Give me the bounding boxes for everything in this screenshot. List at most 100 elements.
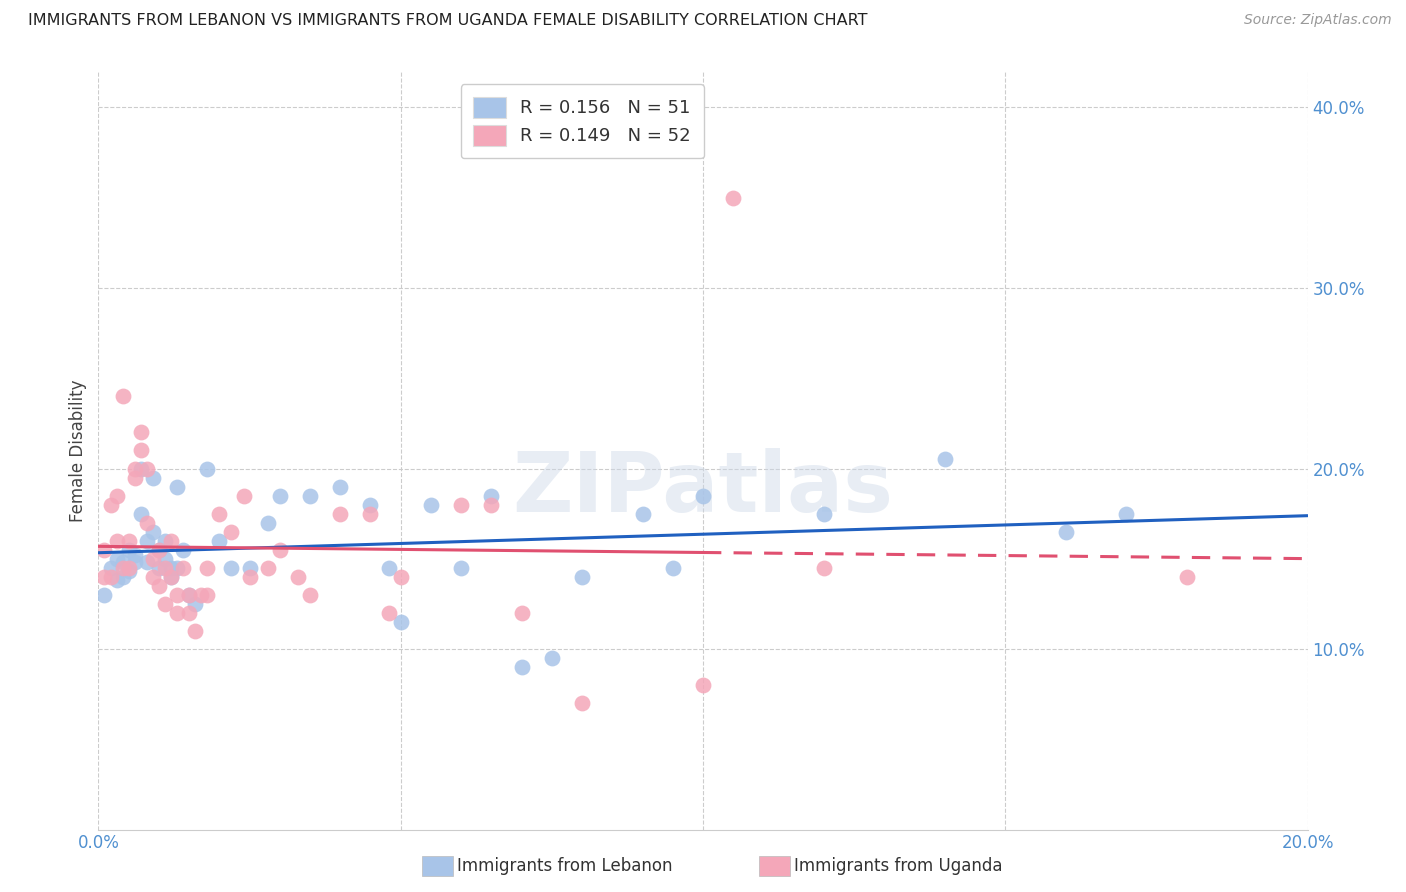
- Point: [160, 561, 183, 575]
- Point: [208, 533, 231, 548]
- Point: [129, 507, 152, 521]
- Point: [540, 651, 562, 665]
- Point: [184, 624, 207, 638]
- Point: [148, 542, 170, 557]
- Point: [221, 524, 243, 539]
- Point: [135, 533, 157, 548]
- Point: [129, 425, 152, 440]
- Point: [208, 507, 231, 521]
- Point: [105, 551, 128, 566]
- Point: [135, 555, 157, 569]
- Point: [93, 570, 115, 584]
- Point: [124, 461, 146, 475]
- Point: [166, 479, 188, 493]
- Point: [232, 489, 254, 503]
- Point: [195, 561, 218, 575]
- Text: Immigrants from Uganda: Immigrants from Uganda: [794, 857, 1002, 875]
- Point: [221, 561, 243, 575]
- Point: [118, 565, 141, 579]
- Point: [813, 507, 835, 521]
- Point: [100, 570, 122, 584]
- Point: [148, 561, 170, 575]
- Point: [377, 561, 399, 575]
- Point: [148, 542, 170, 557]
- Point: [111, 555, 134, 569]
- Point: [153, 551, 176, 566]
- Point: [166, 606, 188, 620]
- Point: [360, 498, 382, 512]
- Point: [166, 588, 188, 602]
- Point: [692, 678, 714, 692]
- Point: [1115, 507, 1137, 521]
- Point: [100, 561, 122, 575]
- Point: [299, 489, 322, 503]
- Text: ZIPatlas: ZIPatlas: [513, 448, 893, 529]
- Point: [299, 588, 322, 602]
- Point: [813, 561, 835, 575]
- Point: [124, 548, 146, 562]
- Point: [571, 570, 593, 584]
- Point: [195, 461, 218, 475]
- Point: [661, 561, 683, 575]
- Point: [105, 533, 128, 548]
- Point: [510, 660, 533, 674]
- Point: [481, 489, 503, 503]
- Point: [148, 579, 170, 593]
- Point: [118, 533, 141, 548]
- Point: [179, 588, 201, 602]
- Point: [142, 551, 165, 566]
- Point: [239, 561, 262, 575]
- Point: [481, 498, 503, 512]
- Point: [129, 461, 152, 475]
- Point: [172, 561, 194, 575]
- Y-axis label: Female Disability: Female Disability: [69, 379, 87, 522]
- Point: [118, 542, 141, 557]
- Point: [269, 489, 291, 503]
- Point: [184, 597, 207, 611]
- Point: [256, 561, 278, 575]
- Point: [160, 570, 183, 584]
- Point: [360, 507, 382, 521]
- Point: [450, 561, 472, 575]
- Point: [571, 696, 593, 710]
- Point: [179, 606, 201, 620]
- Point: [153, 561, 176, 575]
- Point: [172, 542, 194, 557]
- Point: [329, 479, 352, 493]
- Point: [692, 489, 714, 503]
- Point: [111, 389, 134, 403]
- Point: [934, 452, 956, 467]
- Point: [118, 561, 141, 575]
- Point: [723, 191, 745, 205]
- Point: [124, 555, 146, 569]
- Point: [135, 461, 157, 475]
- Point: [450, 498, 472, 512]
- Point: [129, 443, 152, 458]
- Legend: R = 0.156   N = 51, R = 0.149   N = 52: R = 0.156 N = 51, R = 0.149 N = 52: [461, 84, 703, 159]
- Point: [153, 533, 176, 548]
- Point: [135, 516, 157, 530]
- Point: [377, 606, 399, 620]
- Text: Source: ZipAtlas.com: Source: ZipAtlas.com: [1244, 13, 1392, 28]
- Point: [269, 542, 291, 557]
- Point: [105, 574, 128, 588]
- Point: [389, 570, 412, 584]
- Point: [510, 606, 533, 620]
- Point: [153, 597, 176, 611]
- Point: [239, 570, 262, 584]
- Point: [111, 570, 134, 584]
- Point: [166, 561, 188, 575]
- Text: IMMIGRANTS FROM LEBANON VS IMMIGRANTS FROM UGANDA FEMALE DISABILITY CORRELATION : IMMIGRANTS FROM LEBANON VS IMMIGRANTS FR…: [28, 13, 868, 29]
- Point: [124, 470, 146, 484]
- Point: [329, 507, 352, 521]
- Point: [142, 524, 165, 539]
- Point: [179, 588, 201, 602]
- Point: [1054, 524, 1077, 539]
- Point: [100, 498, 122, 512]
- Point: [420, 498, 443, 512]
- Point: [190, 588, 212, 602]
- Point: [111, 561, 134, 575]
- Point: [105, 489, 128, 503]
- Point: [93, 588, 115, 602]
- Point: [287, 570, 309, 584]
